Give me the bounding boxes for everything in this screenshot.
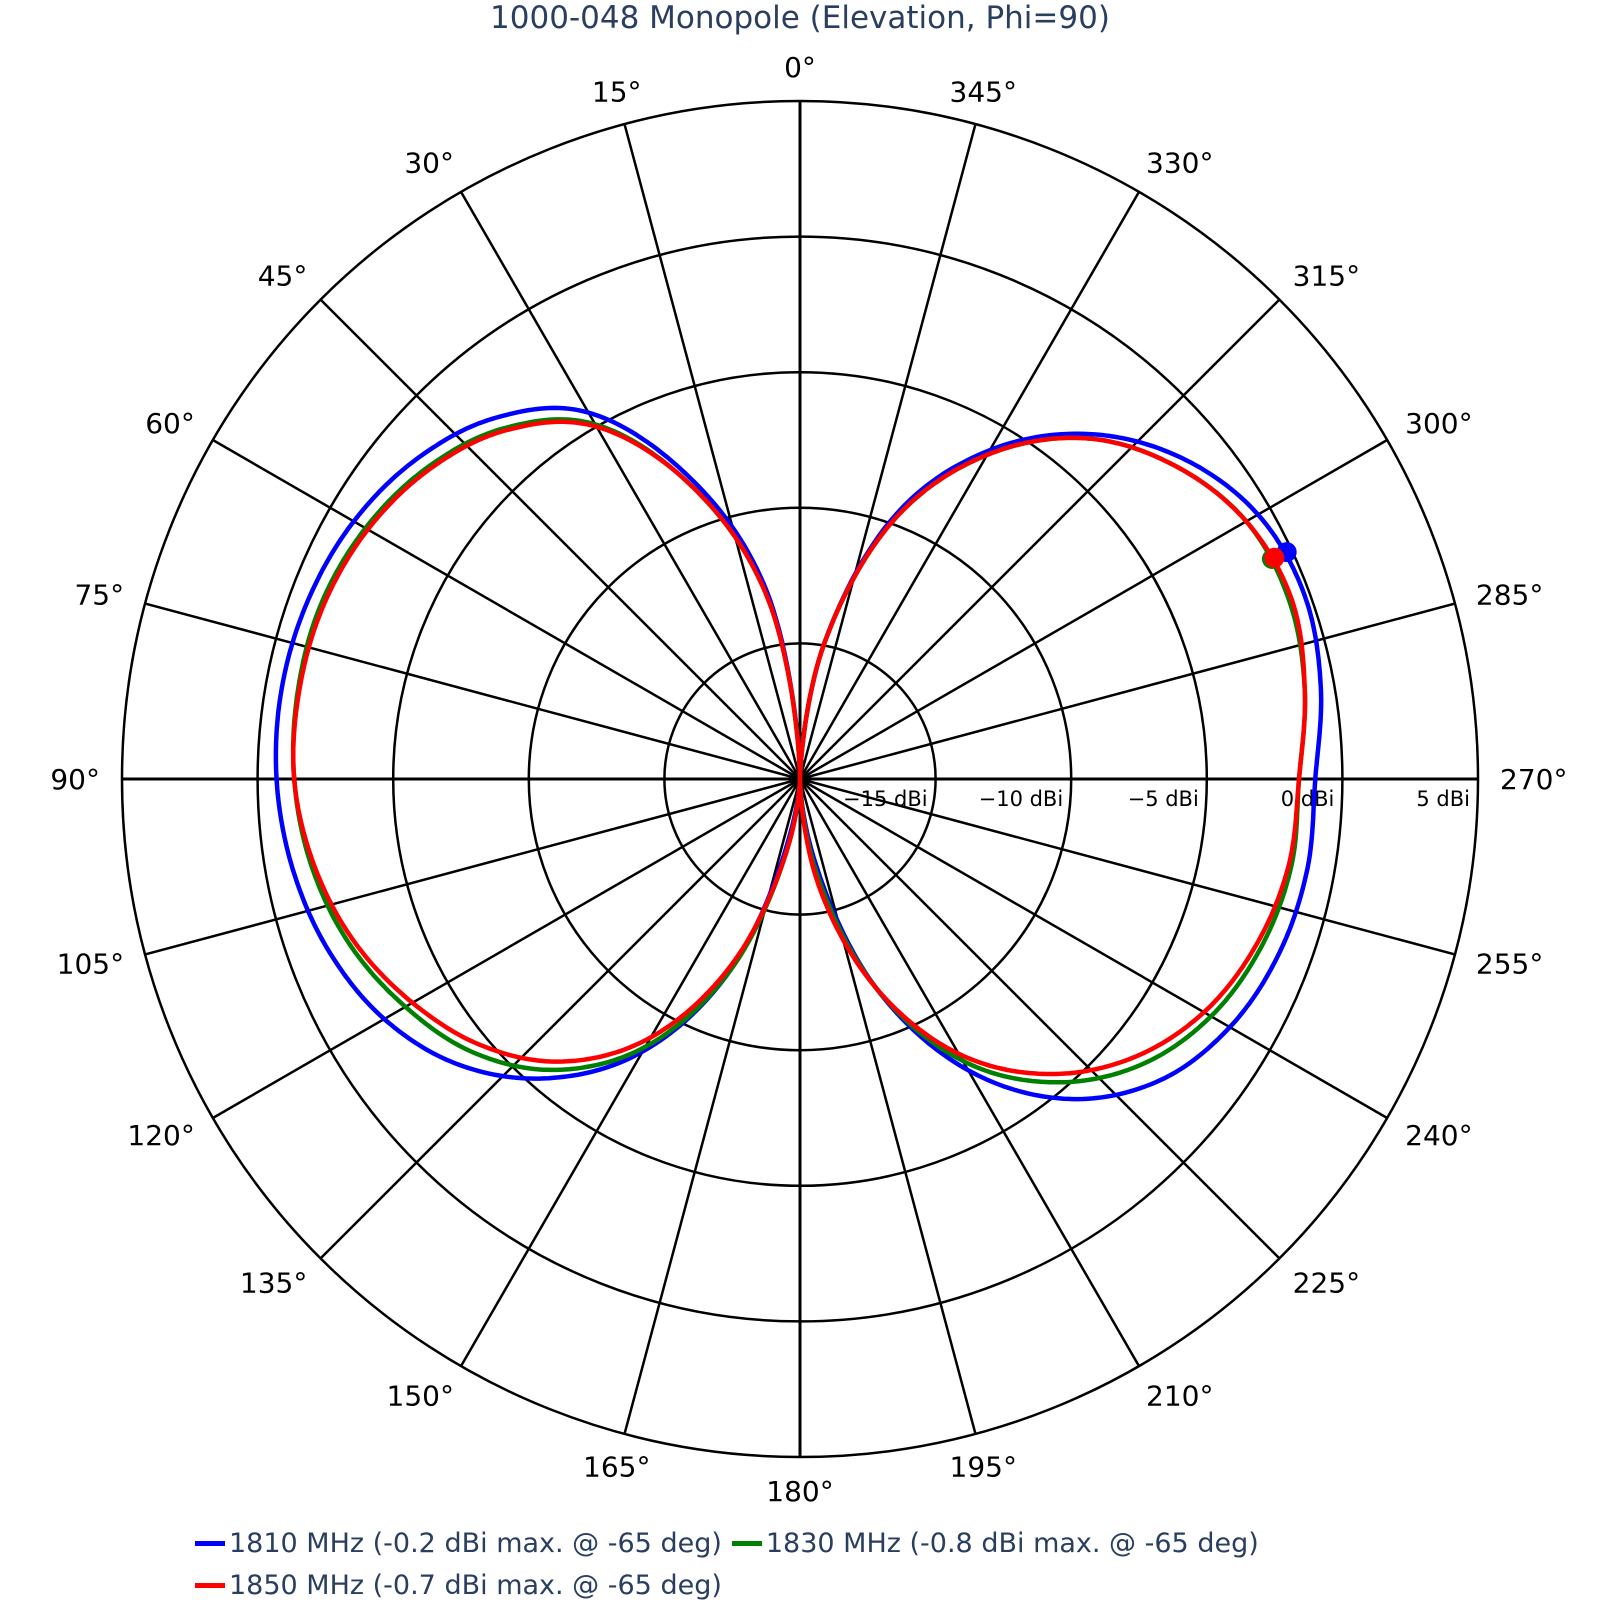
angular-tick-label: 75° bbox=[74, 579, 124, 612]
angular-tick-label: 270° bbox=[1500, 763, 1567, 796]
grid-spoke bbox=[799, 777, 1388, 1120]
angular-tick-label: 135° bbox=[240, 1266, 307, 1299]
angular-tick-label: 165° bbox=[583, 1451, 650, 1484]
grid-spoke bbox=[798, 778, 977, 1435]
angular-tick-label: 330° bbox=[1146, 146, 1213, 179]
legend-label: 1850 MHz (-0.7 dBi max. @ -65 deg) bbox=[229, 1569, 722, 1601]
angular-tick-label: 120° bbox=[127, 1119, 194, 1152]
radial-tick-label: 0 dBi bbox=[1281, 787, 1335, 811]
grid-spoke bbox=[623, 123, 802, 780]
angular-grid-spokes bbox=[122, 101, 1478, 1457]
angular-tick-label: 0° bbox=[784, 51, 816, 84]
grid-spoke bbox=[144, 777, 801, 956]
angular-tick-label: 225° bbox=[1293, 1266, 1360, 1299]
angular-tick-label: 60° bbox=[145, 407, 195, 440]
grid-spoke bbox=[319, 778, 801, 1260]
grid-spoke bbox=[799, 778, 1281, 1260]
grid-spoke bbox=[459, 778, 802, 1367]
legend-item-1810[interactable]: 1810 MHz (-0.2 dBi max. @ -65 deg) bbox=[195, 1528, 722, 1559]
max-markers[interactable] bbox=[1261, 542, 1297, 569]
angular-tick-label: 30° bbox=[404, 146, 454, 179]
chart-title: 1000-048 Monopole (Elevation, Phi=90) bbox=[490, 0, 1110, 36]
legend-label: 1830 MHz (-0.8 dBi max. @ -65 deg) bbox=[765, 1527, 1259, 1559]
legend-item-1830[interactable]: 1830 MHz (-0.8 dBi max. @ -65 deg) bbox=[731, 1527, 1259, 1559]
grid-spoke bbox=[212, 777, 801, 1120]
angular-tick-label: 45° bbox=[258, 260, 308, 293]
angular-tick-label: 300° bbox=[1405, 407, 1472, 440]
angular-tick-label: 345° bbox=[950, 75, 1017, 108]
trace-2[interactable] bbox=[291, 419, 1308, 1077]
angular-tick-label: 150° bbox=[387, 1380, 454, 1413]
radial-tick-label: 5 dBi bbox=[1416, 787, 1470, 811]
legend-swatch-blue bbox=[195, 1540, 225, 1546]
angular-tick-label: 90° bbox=[50, 763, 100, 796]
radial-tick-labels: −15 dBi −10 dBi −5 dBi 0 dBi 5 dBi bbox=[843, 787, 1470, 811]
angular-tick-label: 210° bbox=[1146, 1380, 1213, 1413]
max-marker[interactable] bbox=[1264, 547, 1285, 568]
grid-spoke bbox=[799, 602, 1456, 781]
angular-tick-label: 285° bbox=[1476, 579, 1543, 612]
legend-label: 1810 MHz (-0.2 dBi max. @ -65 deg) bbox=[229, 1527, 722, 1559]
legend-swatch-green bbox=[731, 1540, 762, 1546]
grid-spoke bbox=[799, 298, 1281, 780]
legend-swatch-red bbox=[195, 1582, 225, 1588]
legend-item-1850[interactable]: 1850 MHz (-0.7 dBi max. @ -65 deg) bbox=[195, 1570, 722, 1601]
angular-tick-label: 15° bbox=[592, 75, 642, 108]
angular-tick-label: 240° bbox=[1405, 1119, 1472, 1152]
grid-spoke bbox=[319, 298, 801, 780]
grid-spoke bbox=[144, 602, 801, 781]
angular-tick-label: 180° bbox=[766, 1475, 833, 1508]
grid-spoke bbox=[459, 191, 802, 780]
radial-tick-label: −5 dBi bbox=[1128, 787, 1199, 811]
grid-spoke bbox=[799, 438, 1388, 781]
grid-spoke bbox=[798, 123, 977, 780]
legend-row-1: 1810 MHz (-0.2 dBi max. @ -65 deg) 1830 … bbox=[195, 1522, 1269, 1564]
legend: 1810 MHz (-0.2 dBi max. @ -65 deg) 1830 … bbox=[195, 1522, 1269, 1606]
angular-tick-label: 195° bbox=[950, 1451, 1017, 1484]
radial-tick-label: −15 dBi bbox=[843, 787, 928, 811]
angular-tick-label: 105° bbox=[57, 947, 124, 980]
radial-tick-label: −10 dBi bbox=[979, 787, 1064, 811]
grid-spoke bbox=[212, 438, 801, 781]
angular-tick-label: 255° bbox=[1476, 947, 1543, 980]
angular-tick-label: 315° bbox=[1293, 260, 1360, 293]
legend-row-2: 1850 MHz (-0.7 dBi max. @ -65 deg) bbox=[195, 1564, 1269, 1606]
grid-spoke bbox=[623, 778, 802, 1435]
angular-tick-labels: 0° 15° 30° 45° 60° 75° 90° 105° 120° 135° 150° 165°… bbox=[50, 51, 1567, 1508]
grid-spoke bbox=[799, 777, 1456, 956]
grid-spoke bbox=[798, 191, 1141, 780]
data-traces[interactable] bbox=[273, 405, 1324, 1102]
